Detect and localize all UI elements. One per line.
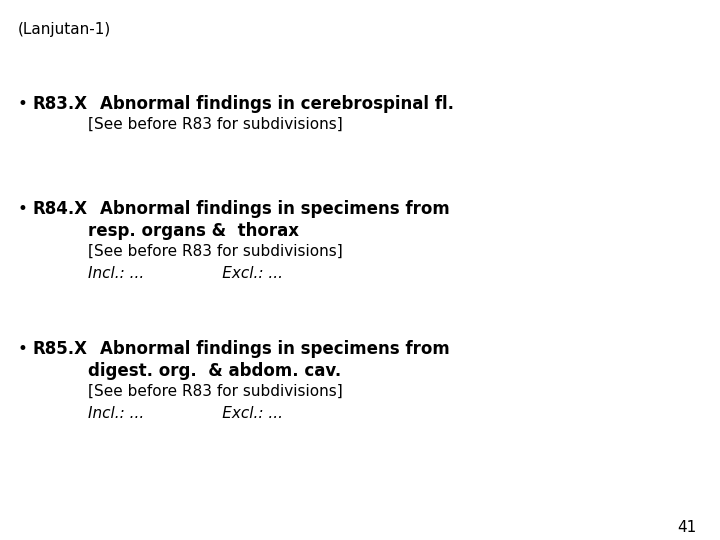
Text: •: • bbox=[18, 340, 28, 358]
Text: •: • bbox=[18, 95, 28, 113]
Text: (Lanjutan-1): (Lanjutan-1) bbox=[18, 22, 112, 37]
Text: [See before R83 for subdivisions]: [See before R83 for subdivisions] bbox=[88, 384, 343, 399]
Text: resp. organs &  thorax: resp. organs & thorax bbox=[88, 222, 299, 240]
Text: R85.X: R85.X bbox=[32, 340, 87, 358]
Text: Incl.: ...                Excl.: ...: Incl.: ... Excl.: ... bbox=[88, 266, 283, 281]
Text: [See before R83 for subdivisions]: [See before R83 for subdivisions] bbox=[88, 117, 343, 132]
Text: 41: 41 bbox=[678, 520, 697, 535]
Text: Incl.: ...                Excl.: ...: Incl.: ... Excl.: ... bbox=[88, 406, 283, 421]
Text: Abnormal findings in specimens from: Abnormal findings in specimens from bbox=[100, 340, 450, 358]
Text: Abnormal findings in cerebrospinal fl.: Abnormal findings in cerebrospinal fl. bbox=[100, 95, 454, 113]
Text: •: • bbox=[18, 200, 28, 218]
Text: [See before R83 for subdivisions]: [See before R83 for subdivisions] bbox=[88, 244, 343, 259]
Text: R83.X: R83.X bbox=[32, 95, 87, 113]
Text: digest. org.  & abdom. cav.: digest. org. & abdom. cav. bbox=[88, 362, 341, 380]
Text: R84.X: R84.X bbox=[32, 200, 87, 218]
Text: Abnormal findings in specimens from: Abnormal findings in specimens from bbox=[100, 200, 450, 218]
